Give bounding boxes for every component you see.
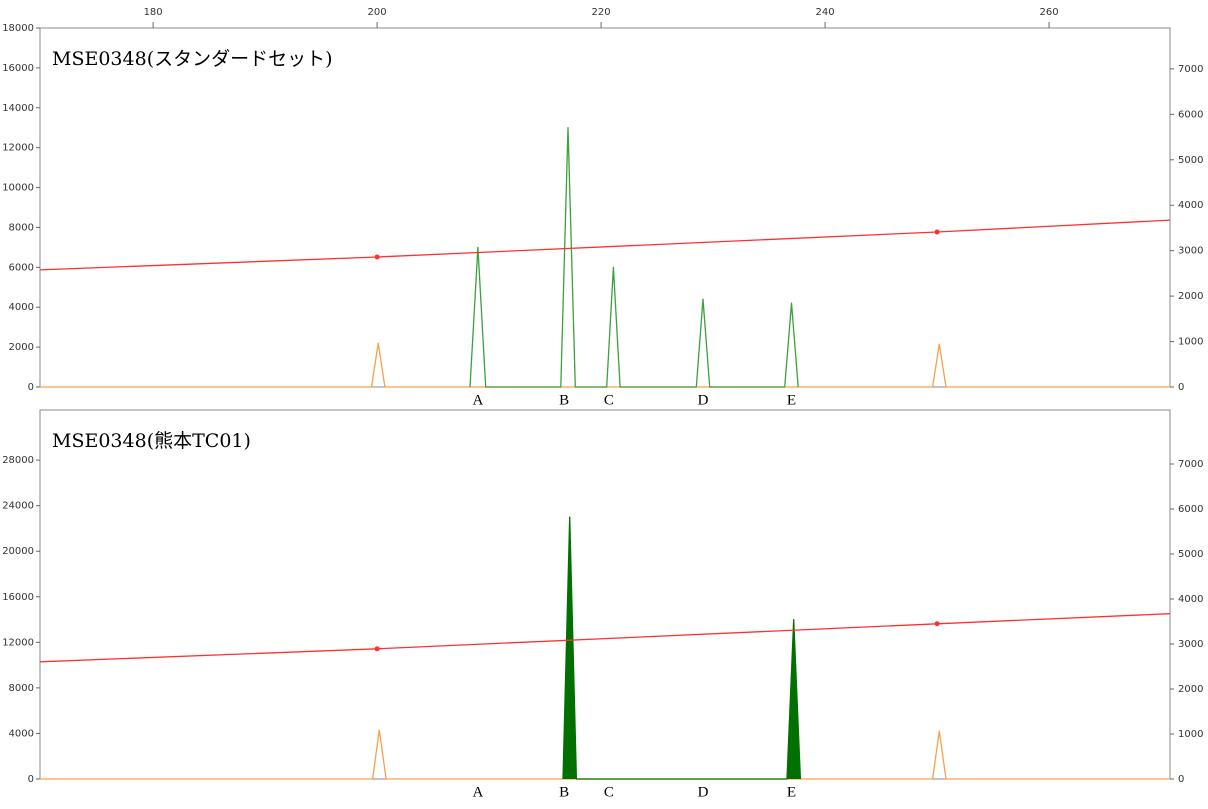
allele-label: A xyxy=(472,392,483,408)
allele-label: B xyxy=(559,784,569,800)
y2-tick-label: 4000 xyxy=(1178,594,1203,605)
allele-label: A xyxy=(472,784,483,800)
y2-tick-label: 7000 xyxy=(1178,459,1203,470)
trace xyxy=(39,613,1171,663)
y-tick-label: 0 xyxy=(28,382,34,393)
calibration-point xyxy=(934,229,940,235)
y-tick-label: 10000 xyxy=(2,183,34,194)
y2-tick-label: 4000 xyxy=(1178,200,1203,211)
y2-tick-label: 1000 xyxy=(1178,337,1203,348)
trace xyxy=(469,127,799,388)
x-tick-label: 180 xyxy=(144,7,163,18)
x-tick-label: 260 xyxy=(1040,7,1059,18)
x-tick-label: 240 xyxy=(816,7,835,18)
y-tick-label: 4000 xyxy=(9,302,34,313)
allele-label: D xyxy=(698,784,709,800)
y-tick-label: 28000 xyxy=(2,455,34,466)
y-tick-label: 18000 xyxy=(2,23,34,34)
allele-label: E xyxy=(787,784,796,800)
y-tick-label: 16000 xyxy=(2,63,34,74)
trace xyxy=(40,729,1170,780)
plot-frame xyxy=(39,27,1171,388)
trace xyxy=(40,342,1170,388)
y2-tick-label: 6000 xyxy=(1178,109,1203,120)
y-tick-label: 4000 xyxy=(9,728,34,739)
y2-tick-label: 0 xyxy=(1178,774,1184,785)
chart-title: MSE0348(熊本TC01) xyxy=(52,430,251,452)
y-tick-label: 14000 xyxy=(2,103,34,114)
y2-tick-label: 7000 xyxy=(1178,64,1203,75)
peak-area xyxy=(562,516,802,780)
y2-tick-label: 5000 xyxy=(1178,549,1203,560)
y-tick-label: 0 xyxy=(28,774,34,785)
allele-label: C xyxy=(604,784,614,800)
x-tick-label: 220 xyxy=(592,7,611,18)
y-tick-label: 6000 xyxy=(9,262,34,273)
chart-title: MSE0348(スタンダードセット) xyxy=(52,48,333,70)
y2-tick-label: 2000 xyxy=(1178,291,1203,302)
y2-tick-label: 2000 xyxy=(1178,684,1203,695)
calibration-point xyxy=(374,646,380,652)
y2-tick-label: 1000 xyxy=(1178,729,1203,740)
y2-tick-label: 3000 xyxy=(1178,639,1203,650)
y-tick-label: 8000 xyxy=(9,222,34,233)
y2-tick-label: 3000 xyxy=(1178,246,1203,257)
y-tick-label: 24000 xyxy=(2,501,34,512)
allele-label: E xyxy=(787,392,796,408)
x-tick-label: 200 xyxy=(368,7,387,18)
y-tick-label: 20000 xyxy=(2,546,34,557)
y-tick-label: 12000 xyxy=(2,143,34,154)
calibration-point xyxy=(934,621,940,627)
y2-tick-label: 5000 xyxy=(1178,155,1203,166)
y2-tick-label: 0 xyxy=(1178,382,1184,393)
y-tick-label: 8000 xyxy=(9,683,34,694)
calibration-point xyxy=(374,254,380,260)
y2-tick-label: 6000 xyxy=(1178,504,1203,515)
allele-label: D xyxy=(698,392,709,408)
y-tick-label: 12000 xyxy=(2,637,34,648)
plot-frame xyxy=(39,409,1171,780)
allele-label: C xyxy=(604,392,614,408)
y-tick-label: 16000 xyxy=(2,592,34,603)
allele-label: B xyxy=(559,392,569,408)
trace xyxy=(39,219,1171,271)
y-tick-label: 2000 xyxy=(9,342,34,353)
